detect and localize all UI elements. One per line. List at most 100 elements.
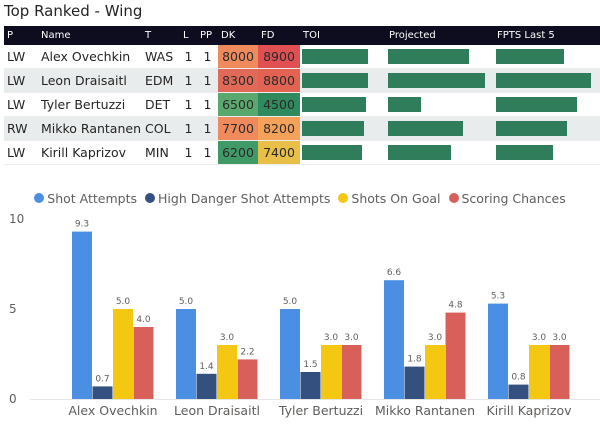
fpts-last5-bar [496,97,577,112]
legend-dot-icon [34,193,45,203]
data-label: 3.0 [552,333,567,343]
cell-toi [300,116,386,141]
cell-fpts-last5 [494,92,600,117]
cell-name: Leon Draisaitl [38,68,142,93]
data-label: 5.3 [491,292,505,302]
bar [113,309,133,399]
cell-projected [386,45,494,69]
col-header-line[interactable]: L [180,26,197,45]
projected-bar [388,97,421,112]
legend-dot-icon [145,193,156,203]
col-header-projected[interactable]: Projected [386,26,494,45]
data-label: 3.0 [532,333,547,343]
cell-name: Kirill Kaprizov [38,140,142,165]
cell-dk: 6200 [218,140,258,165]
cell-line: 1 [180,116,197,141]
table-row[interactable]: LW Kirill Kaprizov MIN 1 1 6200 7400 [4,140,600,165]
data-label: 1.5 [303,360,317,370]
col-header-fd[interactable]: FD [258,26,300,45]
cell-fpts-last5 [494,45,600,69]
bar [237,359,258,399]
x-tick-label: Leon Draisaitl [174,403,260,418]
cell-pp: 1 [197,116,218,141]
col-header-pp[interactable]: PP [197,26,218,45]
bar [529,345,549,399]
cell-toi [300,45,386,69]
legend-item-high-danger-shot-attempts[interactable]: High Danger Shot Attempts [145,189,330,207]
data-label: 0.8 [511,373,526,383]
data-label: 5.0 [283,297,298,307]
legend-dot-icon [338,193,349,203]
cell-team: WAS [142,45,180,69]
cell-pp: 1 [197,68,218,93]
cell-position: LW [4,45,38,69]
y-tick-label: 0 [9,392,17,406]
cell-team: COL [142,116,180,141]
col-header-dk[interactable]: DK [218,26,258,45]
cell-pp: 1 [197,140,218,165]
cell-fpts-last5 [494,116,600,141]
bar [488,303,508,399]
legend-dot-icon [448,193,459,203]
cell-fd: 8200 [258,116,300,141]
col-header-fpts-last5[interactable]: FPTS Last 5 [494,26,600,45]
data-label: 1.8 [407,355,422,365]
table-row[interactable]: RW Mikko Rantanen COL 1 1 7700 8200 [4,116,600,141]
cell-projected [386,92,494,117]
table-row[interactable]: LW Alex Ovechkin WAS 1 1 8000 8900 [4,45,600,69]
cell-toi [300,92,386,117]
cell-line: 1 [180,68,197,93]
bar [280,309,300,399]
fpts-last5-bar [496,73,591,88]
cell-fpts-last5 [494,68,600,93]
col-header-position[interactable]: P [4,26,38,45]
projected-bar [388,49,470,64]
legend-label: Shot Attempts [47,190,138,206]
data-label: 4.8 [448,301,463,311]
data-label: 3.0 [220,333,235,343]
legend-label: Scoring Chances [461,190,566,206]
cell-line: 1 [180,140,197,165]
cell-fd: 7400 [258,140,300,165]
cell-projected [386,68,494,93]
cell-position: LW [4,68,38,93]
toi-bar [302,97,366,112]
data-label: 0.7 [95,374,109,384]
cell-fd: 8900 [258,45,300,69]
y-tick-label: 10 [9,212,24,226]
projected-bar [388,145,452,160]
cell-line: 1 [180,45,197,69]
cell-fpts-last5 [494,140,600,165]
col-header-toi[interactable]: TOI [300,26,386,45]
bar [404,366,425,399]
legend-item-shots-on-goal[interactable]: Shots On Goal [338,189,441,207]
cell-name: Alex Ovechkin [38,45,142,69]
data-label: 3.0 [344,333,359,343]
fpts-last5-bar [496,121,568,136]
bar [217,345,237,399]
cell-dk: 8300 [218,68,258,93]
cell-team: DET [142,92,180,117]
bar [549,345,570,399]
data-label: 3.0 [428,333,443,343]
cell-dk: 8000 [218,45,258,69]
x-tick-label: Mikko Rantanen [375,403,475,418]
col-header-name[interactable]: Name [38,26,142,45]
bar [341,345,362,399]
cell-toi [300,68,386,93]
page-title: Top Ranked - Wing [4,2,143,20]
bar [321,345,341,399]
legend-item-scoring-chances[interactable]: Scoring Chances [448,189,566,207]
cell-position: LW [4,92,38,117]
x-tick-label: Kirill Kaprizov [487,403,573,418]
legend-item-shot-attempts[interactable]: Shot Attempts [34,189,137,207]
data-label: 5.0 [116,297,131,307]
table-row[interactable]: LW Tyler Bertuzzi DET 1 1 6500 4500 [4,92,600,117]
col-header-team[interactable]: T [142,26,180,45]
data-label: 6.6 [387,268,402,278]
toi-bar [302,49,369,64]
table-row[interactable]: LW Leon Draisaitl EDM 1 1 8300 8800 [4,68,600,93]
toi-bar [302,121,365,136]
cell-pp: 1 [197,45,218,69]
toi-bar [302,145,362,160]
